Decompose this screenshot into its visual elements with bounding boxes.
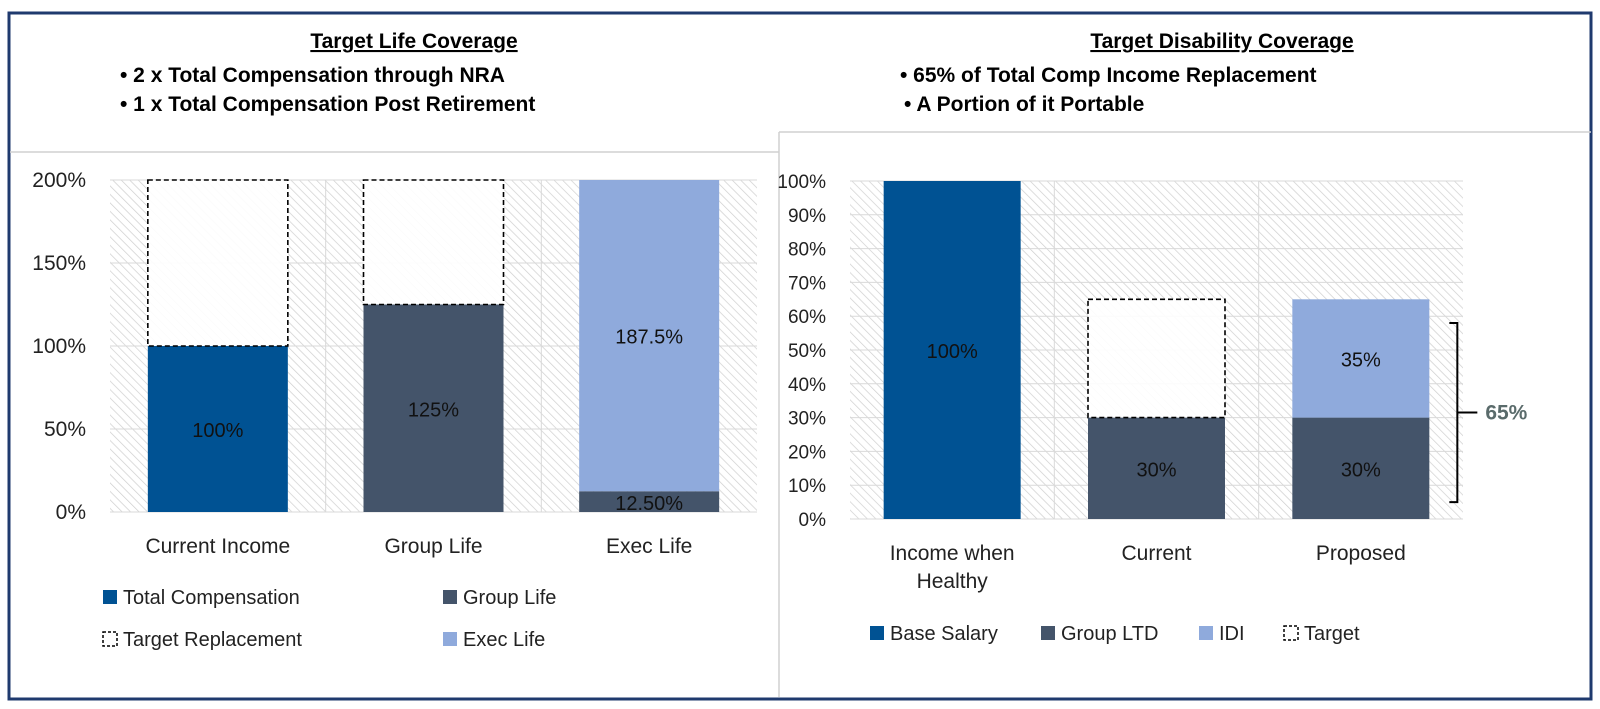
disability-data-label: 30% xyxy=(1136,459,1176,481)
life-data-label: 187.5% xyxy=(615,327,683,349)
left-header-bullet-2: • 1 x Total Compensation Post Retirement xyxy=(120,93,535,116)
life-ytick-label: 0% xyxy=(56,501,86,524)
disability-category-label: Income when Healthy xyxy=(890,542,1015,593)
right-header-title: Target Disability Coverage xyxy=(1090,30,1353,53)
disability-legend-swatch xyxy=(1041,626,1055,640)
life-data-label: 125% xyxy=(408,399,459,421)
disability-annotation-bracket xyxy=(1449,321,1478,504)
disability-ytick-label: 0% xyxy=(799,510,827,531)
life-category-label: Current Income xyxy=(145,535,290,558)
life-legend-label: Group Life xyxy=(463,587,556,609)
life-data-label: 100% xyxy=(192,420,243,442)
life-target-box xyxy=(362,179,505,306)
disability-coverage-chart: 0% 10% 20% 30% 40% 50% 60% 70% 80% 90% 100% 100% Inc… xyxy=(777,172,1527,645)
left-header-bullet-1: • 2 x Total Compensation through NRA xyxy=(120,64,505,87)
life-data-label: 12.50% xyxy=(615,493,683,515)
disability-annotation-label: 65% xyxy=(1485,402,1527,425)
life-bar-exec-life xyxy=(579,180,720,492)
disability-data-label: 30% xyxy=(1341,459,1381,481)
life-legend-label: Target Replacement xyxy=(123,629,302,651)
left-header: Target Life Coverage • 2 x Total Compens… xyxy=(120,30,535,116)
disability-legend-swatch-target xyxy=(1283,625,1299,641)
disability-legend-label: Group LTD xyxy=(1061,623,1158,645)
right-panel-border xyxy=(778,131,1591,697)
life-bar-total-compensation xyxy=(147,346,288,512)
life-ytick-label: 100% xyxy=(32,335,86,358)
life-coverage-chart: 0% 50% 100% 150% 200% 100% Current Income 125% G… xyxy=(32,169,757,651)
disability-legend-swatch xyxy=(870,626,884,640)
life-bar-group-life xyxy=(579,491,720,512)
right-header-bullet-1: • 65% of Total Comp Income Replacement xyxy=(900,64,1317,87)
right-header-bullet-2: • A Portion of it Portable xyxy=(904,93,1144,116)
life-legend-label: Total Compensation xyxy=(123,587,300,609)
disability-ytick-label: 70% xyxy=(788,273,826,294)
life-ytick-label: 50% xyxy=(44,418,86,441)
disability-ytick-label: 90% xyxy=(788,206,826,227)
disability-bar-base-salary xyxy=(883,181,1021,519)
life-ytick-label: 200% xyxy=(32,169,86,192)
disability-bar-idi xyxy=(1292,299,1430,418)
life-bar-group-life xyxy=(363,304,504,512)
disability-legend-label: Target xyxy=(1304,623,1360,645)
disability-bar-group-ltd xyxy=(1292,417,1430,519)
outer-border xyxy=(7,11,1593,701)
disability-data-label: 100% xyxy=(927,341,978,363)
life-legend-swatch xyxy=(103,590,117,604)
disability-legend-swatch xyxy=(1199,626,1213,640)
disability-legend-label: Base Salary xyxy=(890,623,998,645)
disability-data-label: 35% xyxy=(1341,349,1381,371)
disability-category-label: Proposed xyxy=(1316,542,1406,565)
disability-category-label: Current xyxy=(1121,542,1191,565)
life-ytick-label: 150% xyxy=(32,252,86,275)
disability-ytick-label: 20% xyxy=(788,442,826,463)
right-header: Target Disability Coverage • 65% of Tota… xyxy=(900,30,1354,116)
life-category-label: Group Life xyxy=(384,535,482,558)
disability-ytick-label: 60% xyxy=(788,307,826,328)
disability-ytick-label: 40% xyxy=(788,375,826,396)
life-legend-swatch-target xyxy=(102,631,118,647)
life-legend-swatch xyxy=(443,590,457,604)
life-target-box xyxy=(147,179,289,347)
disability-ytick-label: 50% xyxy=(788,341,826,362)
disability-legend-label: IDI xyxy=(1219,623,1245,645)
life-legend-label: Exec Life xyxy=(463,629,545,651)
disability-bar-group-ltd xyxy=(1088,417,1225,519)
left-header-title: Target Life Coverage xyxy=(310,30,517,53)
disability-ytick-label: 30% xyxy=(788,409,826,430)
disability-ytick-label: 80% xyxy=(788,240,826,261)
disability-ytick-label: 100% xyxy=(777,172,826,193)
life-category-label: Exec Life xyxy=(606,535,692,558)
disability-target-box xyxy=(1087,298,1226,419)
disability-ytick-label: 10% xyxy=(788,476,826,497)
life-legend-swatch xyxy=(443,632,457,646)
